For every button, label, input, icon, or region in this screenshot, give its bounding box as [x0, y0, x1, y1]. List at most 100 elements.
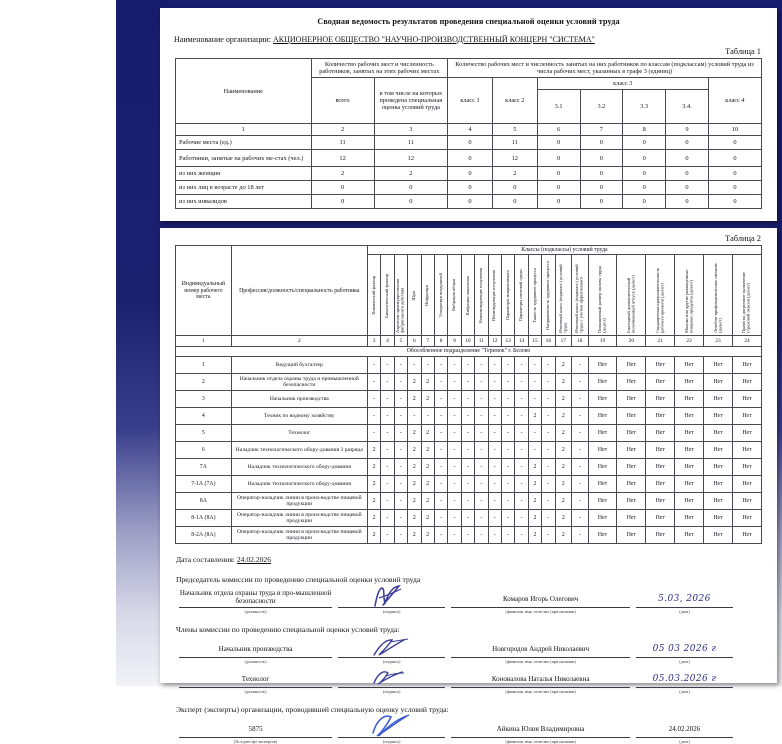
caption-date: (дата) — [679, 688, 690, 694]
cell: 2 — [420, 491, 435, 510]
table-row: из них женщин 2 2 0 2 0 0 0 0 0 — [175, 166, 763, 182]
cell: Нет — [703, 508, 733, 527]
cell: 12 — [491, 149, 538, 168]
summary-table-1: Наименование Количество рабочих мест и ч… — [175, 57, 763, 210]
idx-cell: 3 — [366, 335, 382, 348]
cell: - — [433, 474, 449, 493]
th-factor: Итоговый класс (подкласс) условий труда — [554, 254, 573, 337]
cell: - — [447, 372, 462, 391]
workplace-number: 5 — [175, 423, 232, 442]
cell: - — [380, 474, 395, 493]
cell: 0 — [665, 149, 709, 168]
idx-cell: 1 — [175, 123, 312, 137]
cell: 0 — [373, 194, 449, 210]
cell: - — [433, 372, 449, 391]
idx-cell: 10 — [707, 123, 763, 137]
cell: - — [460, 389, 476, 408]
cell: Нет — [616, 508, 647, 527]
cell: - — [433, 525, 449, 544]
cell: 2 — [527, 508, 543, 527]
cell: - — [514, 474, 529, 493]
workplace-number: 3 — [175, 389, 232, 408]
cell: - — [474, 406, 489, 425]
cell: Нет — [616, 372, 647, 391]
signature-icon — [373, 671, 404, 685]
cell: - — [571, 440, 589, 459]
cell: 2 — [366, 440, 382, 459]
table-row: Работники, занятые на рабочих ме-стах (ч… — [175, 149, 763, 168]
rule — [451, 606, 630, 608]
date-value: 24.02.2026 — [236, 554, 271, 564]
idx-cell: 10 — [460, 335, 476, 348]
caption-fio: (фамилия, имя, отчество (при наличии) — [505, 688, 576, 694]
th-factor: Ионизирующие излучения — [487, 254, 502, 337]
cell: 11 — [491, 135, 538, 151]
idx-cell: 7 — [579, 123, 624, 137]
caption-signature: (подпись) — [383, 658, 401, 664]
document-page-2: Таблица 2 Индивидуальный номер рабочего … — [160, 228, 777, 744]
cell: Нет — [616, 406, 647, 425]
cell: - — [500, 389, 516, 408]
date-label: Дата составления: — [176, 554, 235, 564]
idx-cell: 21 — [645, 335, 676, 348]
cell: Нет — [645, 508, 676, 527]
th-factor: Биологический фактор — [380, 254, 395, 337]
profession-name: Наладчик технологического обору-дования … — [230, 440, 368, 459]
cell: - — [460, 372, 476, 391]
workplace-number: 4 — [175, 406, 232, 425]
table2-caption: Таблица 2 — [725, 234, 761, 243]
cell: Нет — [674, 440, 705, 459]
cell: - — [393, 440, 409, 459]
cell: Нет — [731, 355, 763, 374]
cell: - — [487, 389, 502, 408]
table-row: 8А Оператор-наладчик линии в произ-водств… — [175, 491, 763, 510]
cell: Нет — [587, 508, 618, 527]
signature-icon — [373, 584, 402, 607]
workplace-number: 1 — [175, 355, 232, 374]
member-position: Технолог — [241, 674, 270, 683]
idx-cell: 8 — [433, 335, 449, 348]
cell: - — [500, 474, 516, 493]
cell: Нет — [645, 423, 676, 442]
idx-cell: 4 — [380, 335, 395, 348]
row-label: Рабочие места (ед.) — [175, 135, 312, 151]
cell: 0 — [665, 135, 709, 151]
th-factor: Итоговый класс (подкласс) условий труда … — [571, 254, 589, 337]
cell: 2 — [420, 474, 435, 493]
cell: - — [433, 508, 449, 527]
cell: Нет — [616, 525, 647, 544]
cell: Нет — [703, 440, 733, 459]
idx-cell: 2 — [310, 123, 375, 137]
cell: - — [487, 355, 502, 374]
table-row: 4 Техник по водному хозяйству - - - - - - - - - - - -… — [175, 406, 763, 425]
signature-icon — [373, 638, 408, 656]
cell: - — [514, 423, 529, 442]
idx-cell: 20 — [616, 335, 647, 348]
cell: Нет — [731, 508, 763, 527]
th-name: Наименование — [175, 57, 312, 125]
cell: 2 — [554, 389, 573, 408]
members-heading: Члены комиссии по проведению специальной… — [176, 624, 400, 634]
table-row: 2 Начальник отдела охраны труда и промышл… — [175, 372, 763, 391]
cell: - — [514, 389, 529, 408]
cell: 0 — [707, 166, 763, 182]
table-row: из них инвалидов 0 0 0 0 0 0 0 0 0 — [175, 194, 763, 210]
cell: - — [460, 491, 476, 510]
workplace-number: 8А — [175, 491, 232, 510]
cell: - — [500, 406, 516, 425]
rule — [338, 606, 446, 608]
cell: - — [487, 508, 502, 527]
table1-index-row: 1 2 3 4 5 6 7 8 9 10 — [175, 123, 763, 137]
cell: Нет — [731, 440, 763, 459]
th-factor: Параметры микроклимата — [500, 254, 516, 337]
profession-name: Начальник производства — [230, 389, 368, 408]
cell: 0 — [536, 194, 581, 210]
cell: 2 — [554, 355, 573, 374]
cell: 0 — [310, 180, 375, 196]
cell: 0 — [373, 180, 449, 196]
chair-signature-mark — [338, 584, 445, 607]
cell: Нет — [645, 372, 676, 391]
cell: - — [447, 440, 462, 459]
cell: 2 — [527, 525, 543, 544]
cell: - — [514, 508, 529, 527]
